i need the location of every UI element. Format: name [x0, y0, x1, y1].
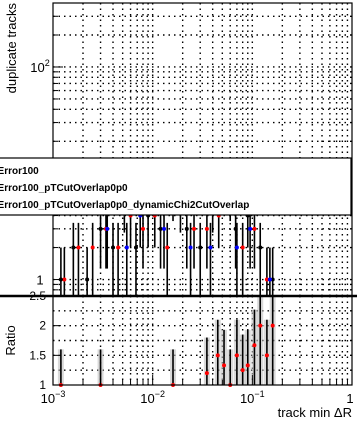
- xtick-label: 10−3: [41, 389, 66, 406]
- ratio-ytick-label: 1.5: [29, 348, 46, 362]
- top-marker-series-2: [90, 245, 95, 250]
- xtick-base: 10: [240, 391, 254, 406]
- top-ytick-label: 1: [36, 273, 43, 288]
- top-marker-series-2: [165, 245, 170, 250]
- xtick-exponent: −3: [55, 389, 65, 399]
- top-marker-series-1: [85, 277, 90, 282]
- ratio-marker: [215, 353, 220, 358]
- ratio-marker: [270, 323, 275, 328]
- top-marker-series-2: [204, 226, 209, 231]
- top-marker-series-2: [192, 226, 197, 231]
- xtick-base: 10: [41, 391, 55, 406]
- top-marker-series-2: [240, 245, 245, 250]
- legend-entry-3: eError100_pTCutOverlap0p0_dynamicChi2Cut…: [0, 200, 249, 211]
- ratio-ytick-label: 2.5: [29, 289, 46, 303]
- top-ytick-base: 10: [30, 60, 44, 75]
- xtick-base: 1: [346, 391, 353, 406]
- top-marker-series-3: [124, 245, 129, 250]
- top-marker-series-2: [76, 245, 81, 250]
- ratio-marker: [252, 343, 257, 348]
- top-marker-series-3: [208, 245, 213, 250]
- top-marker-series-1: [98, 226, 103, 231]
- top-marker-series-2: [62, 277, 67, 282]
- top-marker-series-2: [264, 277, 269, 282]
- top-marker-series-3: [188, 245, 193, 250]
- top-marker-series-2: [141, 226, 146, 231]
- legend: eError100 eError100_pTCutOverlap0p0 eError…: [0, 157, 352, 216]
- top-marker-series-1: [184, 226, 189, 231]
- ratio-marker: [204, 371, 209, 376]
- top-marker-series-2: [252, 226, 257, 231]
- top-marker-series-1: [233, 226, 238, 231]
- top-marker-series-3: [105, 226, 110, 231]
- ratio-marker: [264, 353, 269, 358]
- top-ytick-label: 102: [30, 58, 49, 75]
- top-y-axis-title: duplicate tracks: [4, 3, 19, 94]
- ratio-marker: [234, 353, 239, 358]
- top-marker-series-1: [158, 226, 163, 231]
- xtick-label: 10−1: [240, 389, 265, 406]
- legend-entry-1: eError100: [0, 166, 39, 177]
- ratio-marker: [245, 363, 250, 368]
- top-marker-series-3: [234, 245, 239, 250]
- top-marker-series-2: [116, 245, 121, 250]
- ratio-marker: [222, 363, 227, 368]
- top-plot-area: [53, 3, 352, 296]
- xtick-exponent: −2: [155, 389, 165, 399]
- top-ytick-exponent: 2: [45, 58, 50, 68]
- legend-box: [0, 157, 352, 216]
- top-marker-series-3: [248, 226, 253, 231]
- top-marker-series-1: [258, 245, 263, 250]
- legend-entry-2: eError100_pTCutOverlap0p0: [0, 183, 128, 194]
- xtick-label: 10−2: [140, 389, 165, 406]
- top-marker-series-1: [270, 277, 275, 282]
- ratio-marker: [240, 368, 245, 373]
- ratio-marker: [258, 323, 263, 328]
- ratio-ytick-label: 2: [39, 319, 46, 333]
- top-marker-series-1: [71, 245, 76, 250]
- top-marker-series-3: [267, 277, 272, 282]
- xtick-label: 1: [346, 391, 353, 406]
- xtick-exponent: −1: [254, 389, 264, 399]
- xtick-base: 10: [140, 391, 154, 406]
- top-marker-series-1: [198, 245, 203, 250]
- top-marker-series-1: [111, 245, 116, 250]
- ratio-ytick-label: 1: [39, 378, 46, 392]
- top-panel: 1 102 duplicate tracks: [4, 2, 353, 297]
- top-marker-series-3: [162, 226, 167, 231]
- x-axis-title: track min ΔR: [278, 405, 352, 420]
- ratio-y-axis-title: Ratio: [3, 325, 18, 355]
- top-marker-series-1: [133, 245, 138, 250]
- top-ytick-base: 1: [36, 273, 43, 288]
